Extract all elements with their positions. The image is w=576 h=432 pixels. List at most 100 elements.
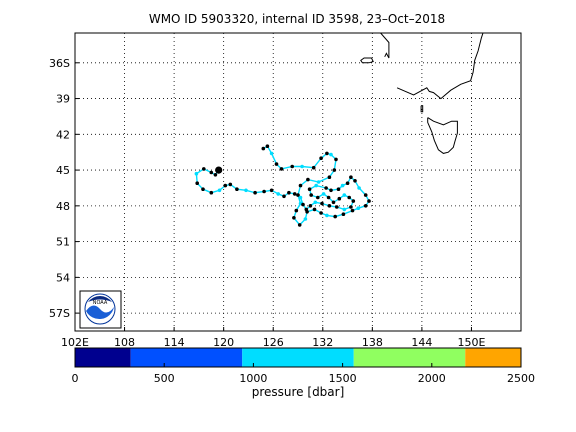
- track-point: [325, 213, 329, 218]
- track-point: [329, 188, 333, 193]
- colorbar-segment: [130, 348, 243, 367]
- x-tick-label: 144: [411, 336, 432, 349]
- track-point: [274, 162, 279, 166]
- track-point: [319, 211, 323, 215]
- track-point: [307, 187, 312, 191]
- track-point: [351, 199, 356, 203]
- track-point: [337, 196, 342, 201]
- coastline-kangaroo-island: [360, 57, 374, 64]
- track-point: [209, 190, 214, 195]
- colorbar-label: pressure [dbar]: [252, 385, 345, 399]
- graticule: [75, 33, 521, 331]
- colorbar-ticks: 0 500 1000 1500 2000 2500: [72, 363, 535, 385]
- track-point: [269, 151, 274, 156]
- colorbar: [75, 348, 521, 367]
- map-frame: [74, 32, 522, 332]
- colorbar-tick-label: 1500: [329, 372, 357, 385]
- track-point: [345, 181, 350, 185]
- track-point: [321, 192, 326, 196]
- track-point: [363, 204, 368, 208]
- track-point: [333, 214, 338, 219]
- track-point: [253, 190, 257, 195]
- y-tick-label: 45: [56, 164, 70, 177]
- float-track: [194, 144, 371, 227]
- track-point: [320, 201, 324, 206]
- track-point: [292, 216, 296, 220]
- x-tick-label: 102E: [61, 336, 89, 349]
- track-point: [292, 192, 297, 196]
- track-point: [194, 171, 199, 176]
- x-axis-ticks: 102E 108 114 120 126 132 138 144 150E: [61, 327, 485, 349]
- track-point: [300, 164, 304, 169]
- track-point: [331, 200, 336, 205]
- track-point: [282, 194, 286, 199]
- track-point: [329, 152, 333, 157]
- x-tick-label: 108: [114, 336, 135, 349]
- track-point: [312, 207, 317, 212]
- colorbar-tick-label: 500: [154, 372, 175, 385]
- track-point: [327, 175, 332, 179]
- colorbar-segment: [353, 348, 466, 367]
- track-point: [349, 205, 353, 209]
- track-point: [217, 188, 222, 193]
- track-point: [290, 164, 295, 169]
- track-point: [298, 183, 303, 188]
- y-tick-label: 54: [56, 271, 70, 284]
- track-point: [276, 192, 281, 196]
- track-point: [209, 170, 214, 175]
- colorbar-frame: [74, 347, 522, 368]
- track-point: [324, 186, 328, 190]
- coastline-australia: [380, 33, 390, 59]
- coastline-victoria: [396, 33, 484, 100]
- colorbar-segment: [75, 348, 131, 367]
- track-point: [325, 151, 329, 156]
- track-point: [297, 223, 302, 227]
- track-point: [303, 217, 308, 221]
- track-point: [202, 167, 206, 171]
- colorbar-tick-label: 1000: [239, 372, 267, 385]
- track-point: [304, 207, 309, 212]
- track-point: [334, 157, 338, 162]
- track-point: [356, 206, 361, 210]
- x-tick-label: 132: [312, 336, 333, 349]
- track-point: [353, 179, 357, 183]
- colorbar-segment: [465, 348, 521, 367]
- chart-title: WMO ID 5903320, internal ID 3598, 23–Oct…: [149, 12, 445, 26]
- track-point: [201, 187, 205, 191]
- track-point: [332, 168, 337, 172]
- y-tick-label: 51: [56, 236, 70, 249]
- track-point: [309, 193, 314, 197]
- track-end-point: [215, 166, 223, 174]
- track-point: [296, 193, 300, 197]
- track-point: [341, 212, 346, 216]
- track-point: [269, 188, 274, 193]
- colorbar-tick-label: 0: [72, 372, 79, 385]
- y-tick-label: 36S: [49, 57, 70, 70]
- track-point: [306, 177, 310, 182]
- track-point: [294, 208, 299, 213]
- map-frame-background: [75, 33, 521, 331]
- track-point: [244, 188, 248, 193]
- track-point: [349, 175, 353, 179]
- track-point: [313, 200, 318, 205]
- track-point: [235, 187, 239, 191]
- y-tick-label: 42: [56, 128, 70, 141]
- y-axis-ticks: 36S 39 42 45 48 51 54 57S: [49, 57, 79, 320]
- track-point: [367, 199, 371, 203]
- track-point: [261, 146, 266, 151]
- track-point: [357, 186, 361, 190]
- x-tick-label: 126: [263, 336, 284, 349]
- colorbar-tick-label: 2000: [418, 372, 446, 385]
- track-point: [335, 205, 339, 209]
- coastlines: [360, 33, 484, 154]
- x-tick-label: 120: [213, 336, 234, 349]
- coastline-tasmania: [427, 117, 458, 154]
- track-point: [279, 167, 284, 171]
- x-tick-label: 138: [362, 336, 383, 349]
- track-point: [262, 189, 266, 194]
- track-point: [311, 165, 316, 170]
- y-tick-label: 57S: [49, 307, 70, 320]
- coastline-king-island: [420, 105, 424, 113]
- track-point: [308, 204, 313, 208]
